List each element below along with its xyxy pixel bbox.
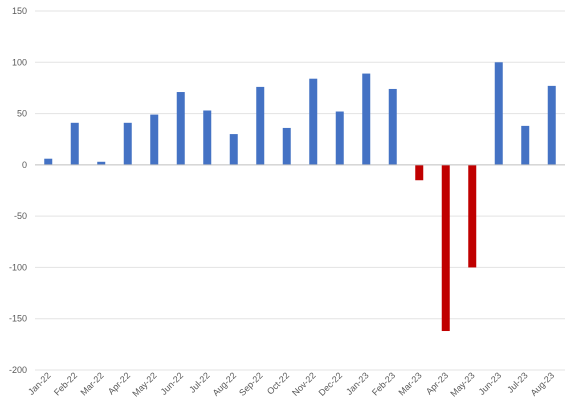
bar-aug-22 bbox=[229, 134, 238, 165]
bar-apr-22 bbox=[123, 122, 132, 165]
x-tick-label: Mar-22 bbox=[78, 370, 105, 397]
x-tick-label: Jan-23 bbox=[344, 370, 371, 397]
x-tick-label: May-23 bbox=[448, 370, 476, 398]
y-tick-label: -100 bbox=[9, 262, 27, 272]
x-tick-label: Jul-23 bbox=[505, 370, 529, 394]
x-tick-label: Jun-22 bbox=[159, 370, 186, 397]
x-tick-label: Dec-22 bbox=[317, 370, 345, 398]
x-tick-label: Apr-22 bbox=[106, 370, 132, 396]
x-tick-label: Mar-23 bbox=[396, 370, 423, 397]
bar-nov-22 bbox=[309, 78, 318, 165]
bar-jul-23 bbox=[521, 125, 530, 165]
x-tick-label: Aug-22 bbox=[211, 370, 239, 398]
x-tick-label: Jul-22 bbox=[187, 370, 211, 394]
gridlines bbox=[35, 10, 565, 371]
y-tick-label: -150 bbox=[9, 314, 27, 324]
bar-sep-22 bbox=[256, 86, 265, 165]
x-tick-label: Aug-23 bbox=[529, 370, 557, 398]
x-tick-label: Oct-22 bbox=[265, 370, 291, 396]
y-tick-label: 150 bbox=[12, 6, 27, 16]
x-tick-label: Sep-22 bbox=[237, 370, 265, 398]
bar-jan-22 bbox=[44, 158, 53, 165]
x-tick-label: Feb-23 bbox=[370, 370, 397, 397]
bar-feb-23 bbox=[388, 88, 397, 165]
bar-mar-22 bbox=[97, 161, 106, 165]
bar-dec-22 bbox=[335, 111, 344, 165]
x-tick-label: Jan-22 bbox=[26, 370, 53, 397]
y-axis: 150 100 50 0 -50 -100 -150 -200 bbox=[9, 6, 27, 375]
bar-jun-22 bbox=[176, 92, 185, 165]
y-tick-label: 100 bbox=[12, 57, 27, 67]
y-tick-label: 0 bbox=[22, 160, 27, 170]
y-tick-label: -50 bbox=[14, 211, 27, 221]
x-tick-label: Apr-23 bbox=[424, 370, 450, 396]
bar-oct-22 bbox=[282, 127, 291, 165]
x-tick-label: Nov-22 bbox=[290, 370, 318, 398]
bars bbox=[44, 62, 556, 332]
bar-apr-23 bbox=[441, 164, 450, 332]
bar-jan-23 bbox=[362, 73, 371, 165]
y-tick-label: -200 bbox=[9, 365, 27, 375]
x-tick-label: May-22 bbox=[130, 370, 158, 398]
bar-may-22 bbox=[150, 114, 159, 165]
bar-feb-22 bbox=[70, 122, 79, 165]
bar-may-23 bbox=[468, 164, 477, 268]
bar-mar-23 bbox=[415, 164, 424, 181]
y-tick-label: 50 bbox=[17, 109, 27, 119]
bar-jun-23 bbox=[494, 62, 503, 165]
bar-jul-22 bbox=[203, 110, 212, 165]
bar-aug-23 bbox=[547, 85, 556, 165]
x-tick-label: Feb-22 bbox=[52, 370, 79, 397]
x-tick-label: Jun-23 bbox=[477, 370, 504, 397]
